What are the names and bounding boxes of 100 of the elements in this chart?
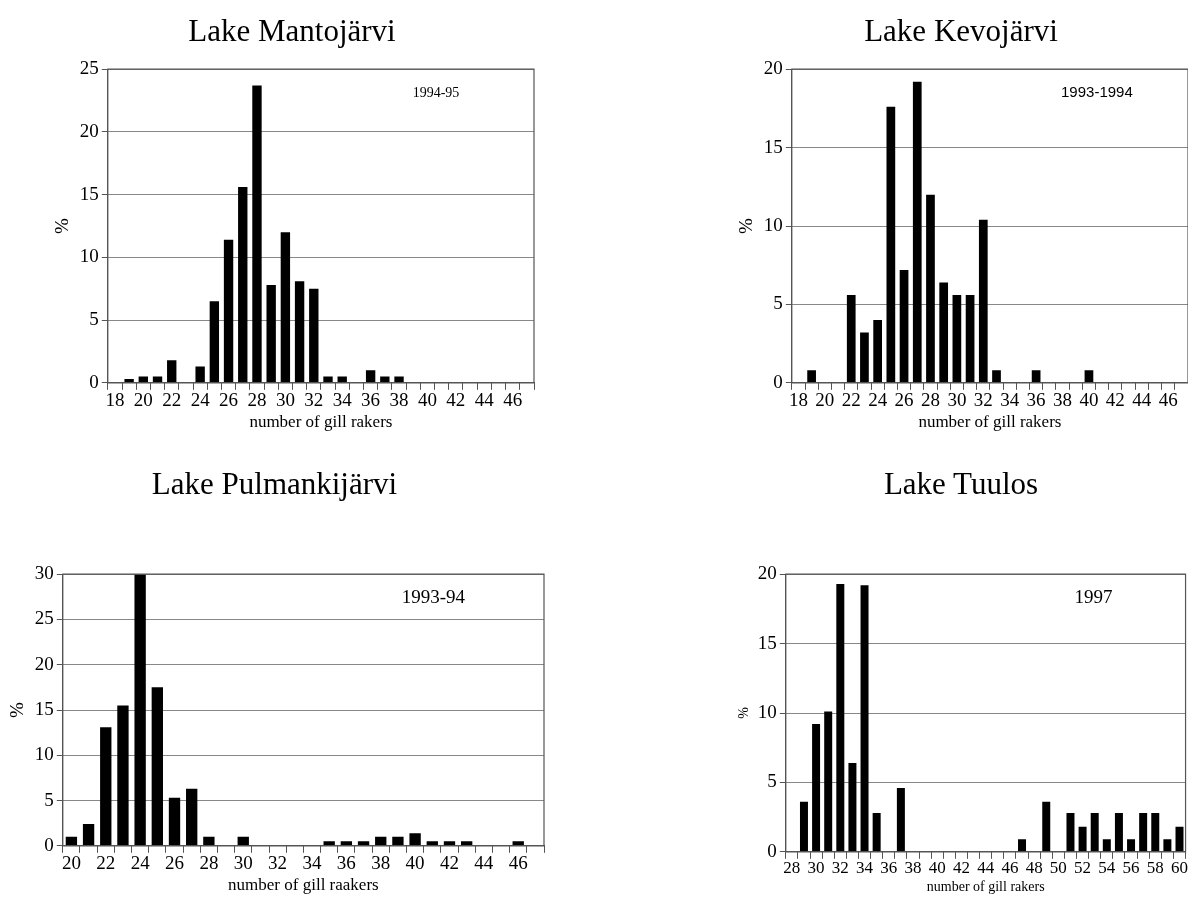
bar bbox=[926, 194, 935, 383]
bar bbox=[1127, 839, 1136, 852]
bar bbox=[323, 376, 333, 383]
bar bbox=[309, 288, 319, 383]
x-tick-label: 50 bbox=[1049, 858, 1067, 878]
x-tick-label: 20 bbox=[61, 852, 81, 874]
bar bbox=[443, 841, 456, 846]
bar bbox=[65, 836, 78, 846]
y-tick-label: 0 bbox=[773, 370, 783, 392]
x-tick-label: 46 bbox=[508, 852, 528, 874]
bar bbox=[209, 301, 220, 383]
chart-title: Lake Tuulos bbox=[883, 465, 1039, 501]
chart-title: Lake Pulmankijärvi bbox=[151, 465, 398, 501]
bar bbox=[824, 711, 833, 852]
y-axis-title: % bbox=[735, 217, 757, 234]
x-tick-label: 34 bbox=[332, 389, 353, 411]
bar bbox=[460, 841, 473, 846]
x-tick-label: 30 bbox=[807, 858, 825, 878]
y-axis-title: % bbox=[736, 706, 752, 719]
bar bbox=[896, 787, 905, 852]
x-tick-label: 22 bbox=[841, 389, 861, 411]
bar bbox=[1018, 839, 1027, 852]
bar bbox=[1151, 812, 1160, 852]
bar bbox=[1163, 839, 1172, 852]
x-tick-label: 44 bbox=[474, 852, 494, 874]
x-tick-label: 42 bbox=[446, 389, 466, 411]
x-axis-title: number of gill rakers bbox=[918, 412, 1062, 432]
x-tick-label: 40 bbox=[417, 389, 437, 411]
y-tick-label: 5 bbox=[767, 770, 777, 792]
bar bbox=[266, 284, 276, 383]
bar bbox=[807, 370, 816, 383]
y-tick-label: 0 bbox=[89, 370, 99, 392]
x-tick-label: 26 bbox=[219, 389, 239, 411]
y-tick-label: 20 bbox=[34, 652, 54, 674]
x-tick-label: 34 bbox=[856, 858, 874, 878]
bar bbox=[186, 788, 198, 846]
x-tick-label: 32 bbox=[973, 389, 993, 411]
y-tick-label: 20 bbox=[79, 119, 99, 141]
chart-title: Lake Mantojärvi bbox=[188, 12, 397, 48]
x-tick-label: 42 bbox=[1105, 389, 1125, 411]
x-tick-label: 24 bbox=[868, 389, 888, 411]
x-tick-label: 40 bbox=[1079, 389, 1099, 411]
y-tick-label: 25 bbox=[34, 607, 54, 629]
x-tick-label: 44 bbox=[474, 389, 495, 411]
y-tick-label: 15 bbox=[763, 135, 783, 157]
bar bbox=[365, 370, 376, 383]
bar bbox=[860, 332, 869, 383]
x-tick-label: 28 bbox=[199, 852, 219, 874]
x-tick-label: 36 bbox=[1026, 389, 1046, 411]
y-tick-label: 10 bbox=[757, 700, 777, 722]
bar bbox=[237, 836, 249, 846]
x-tick-label: 18 bbox=[105, 389, 125, 411]
bar bbox=[872, 812, 881, 852]
bar bbox=[1090, 812, 1099, 852]
bar bbox=[203, 836, 215, 846]
x-tick-label: 38 bbox=[1053, 389, 1073, 411]
x-tick-label: 60 bbox=[1171, 858, 1188, 878]
bar bbox=[848, 762, 857, 852]
x-tick-label: 30 bbox=[947, 389, 967, 411]
x-tick-label: 28 bbox=[783, 858, 801, 878]
bar bbox=[380, 376, 390, 383]
x-tick-label: 34 bbox=[1000, 389, 1020, 411]
bar bbox=[409, 833, 421, 846]
y-tick-label: 5 bbox=[89, 308, 99, 330]
x-tick-label: 36 bbox=[361, 389, 381, 411]
bar bbox=[886, 106, 896, 383]
y-tick-label: 10 bbox=[34, 743, 54, 765]
chart-title: Lake Kevojärvi bbox=[864, 12, 1059, 48]
x-tick-label: 22 bbox=[162, 389, 182, 411]
x-axis-title: number of gill rakers bbox=[249, 412, 393, 432]
x-tick-label: 46 bbox=[503, 389, 523, 411]
bar bbox=[512, 841, 524, 846]
x-tick-label: 32 bbox=[831, 858, 849, 878]
bar bbox=[426, 841, 438, 846]
bar bbox=[323, 841, 335, 846]
x-tick-label: 58 bbox=[1146, 858, 1164, 878]
x-tick-label: 18 bbox=[788, 389, 808, 411]
bar bbox=[340, 841, 353, 846]
x-tick-label: 24 bbox=[130, 852, 151, 874]
x-tick-label: 44 bbox=[1132, 389, 1152, 411]
x-tick-label: 42 bbox=[952, 858, 970, 878]
x-tick-label: 28 bbox=[247, 389, 267, 411]
bar bbox=[1139, 812, 1148, 852]
x-tick-label: 32 bbox=[304, 389, 324, 411]
bar bbox=[978, 219, 988, 383]
bar bbox=[1102, 839, 1111, 852]
y-tick-label: 0 bbox=[44, 833, 54, 855]
x-tick-label: 38 bbox=[389, 389, 409, 411]
bar bbox=[392, 836, 404, 846]
y-tick-label: 20 bbox=[757, 562, 777, 584]
x-tick-label: 46 bbox=[1001, 858, 1019, 878]
bar bbox=[836, 583, 845, 852]
bar bbox=[134, 574, 146, 846]
bar bbox=[1066, 812, 1075, 852]
bar bbox=[812, 724, 821, 852]
x-tick-label: 54 bbox=[1098, 858, 1116, 878]
x-tick-label: 34 bbox=[302, 852, 322, 874]
bar bbox=[252, 85, 262, 383]
bar bbox=[1042, 801, 1051, 852]
y-tick-label: 0 bbox=[767, 839, 777, 861]
